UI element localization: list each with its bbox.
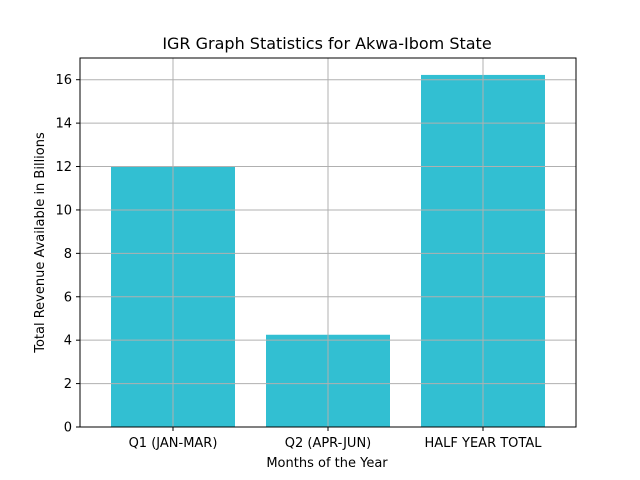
y-axis-label: Total Revenue Available in Billions — [33, 132, 48, 354]
x-axis-ticks: Q1 (JAN-MAR) Q2 (APR-JUN) HALF YEAR TOTAL — [129, 427, 543, 451]
y-tick-label: 6 — [64, 290, 72, 305]
y-tick-label: 4 — [64, 334, 72, 349]
grid — [80, 58, 576, 428]
y-tick-label: 8 — [64, 247, 72, 262]
chart-title: IGR Graph Statistics for Akwa-Ibom State — [162, 34, 491, 53]
x-tick-label: HALF YEAR TOTAL — [425, 436, 543, 451]
x-tick-label: Q1 (JAN-MAR) — [129, 436, 218, 451]
y-tick-label: 10 — [55, 203, 72, 218]
y-tick-label: 12 — [55, 160, 72, 175]
y-tick-label: 16 — [55, 73, 72, 88]
y-tick-label: 2 — [64, 377, 72, 392]
x-tick-label: Q2 (APR-JUN) — [285, 436, 372, 451]
y-axis-ticks: 0 2 4 6 8 10 12 14 16 — [55, 73, 80, 436]
y-tick-label: 14 — [55, 117, 72, 132]
y-tick-label: 0 — [64, 421, 72, 436]
x-axis-label: Months of the Year — [266, 456, 388, 471]
